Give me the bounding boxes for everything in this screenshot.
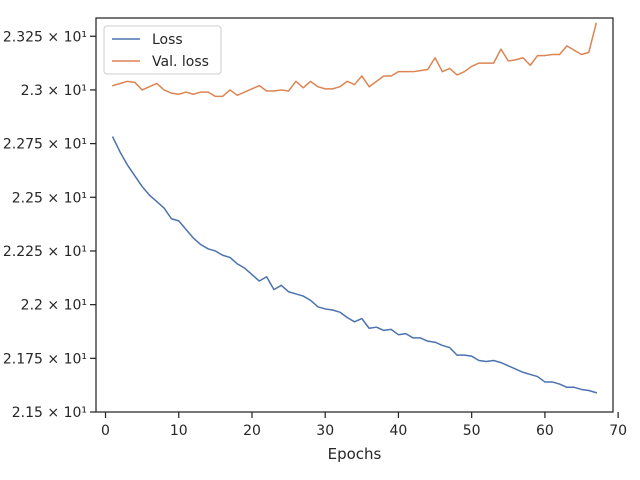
x-tick-label: 0 xyxy=(101,423,110,439)
x-tick-label: 50 xyxy=(463,423,481,439)
x-tick-label: 30 xyxy=(316,423,334,439)
y-tick-label: 2.25 × 10¹ xyxy=(12,190,87,206)
plot-area xyxy=(96,18,613,412)
y-tick-label: 2.225 × 10¹ xyxy=(3,244,87,260)
y-tick-label: 2.2 × 10¹ xyxy=(21,298,87,314)
x-tick-label: 70 xyxy=(609,423,627,439)
y-tick-label: 2.15 × 10¹ xyxy=(12,405,87,421)
y-tick-label: 2.275 × 10¹ xyxy=(3,137,87,153)
series-layer xyxy=(111,22,598,394)
x-tick-label: 40 xyxy=(390,423,408,439)
axes-layer: 0 10 20 30 40 50 60 70 2.15 × 10¹ 2.175 × 10¹ 2.2 … xyxy=(3,17,627,439)
x-tick-label: 10 xyxy=(170,423,188,439)
legend-label-1: Val. loss xyxy=(152,54,209,70)
y-tick-label: 2.3 × 10¹ xyxy=(21,83,87,99)
axes-frame xyxy=(95,17,614,413)
legend-label-0: Loss xyxy=(152,32,183,48)
series-line-0 xyxy=(111,136,598,394)
x-axis-label: Epochs xyxy=(328,445,382,463)
legend-box xyxy=(103,25,222,75)
x-tick-label: 60 xyxy=(536,423,554,439)
y-tick-label: 2.325 × 10¹ xyxy=(3,29,87,45)
series-line-1 xyxy=(111,22,598,98)
x-tick-label: 20 xyxy=(243,423,261,439)
legend: Loss Val. loss xyxy=(103,25,222,75)
y-tick-label: 2.175 × 10¹ xyxy=(3,351,87,367)
